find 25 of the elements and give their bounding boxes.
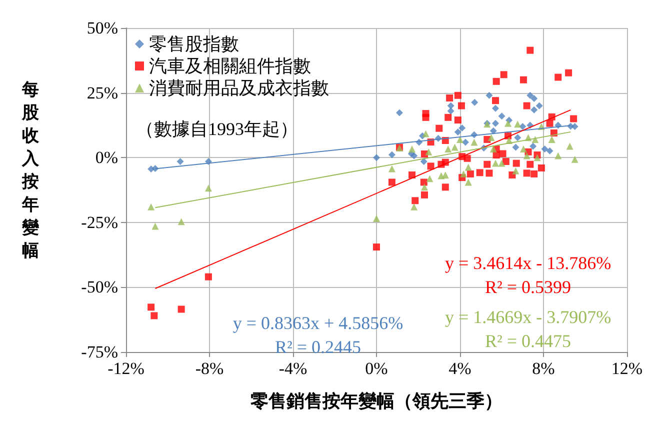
annotation: y = 3.4614x - 13.786% [444, 253, 612, 273]
legend-label: 零售股指數 [149, 34, 239, 54]
y-tick-label: 0% [95, 148, 118, 168]
y-tick-label: -25% [81, 212, 118, 232]
annotation: R² = 0.5399 [484, 277, 572, 297]
x-tick-label: 12% [611, 359, 643, 378]
x-axis-title: 零售銷售按年變幅（領先三季） [250, 391, 502, 411]
annotation: R² = 0.2445 [274, 337, 362, 357]
x-tick-label: -4% [278, 359, 308, 378]
annotation: R² = 0.4475 [484, 331, 572, 351]
y-tick-label: -50% [81, 278, 118, 297]
legend-label: 消費耐用品及成衣指數 [149, 78, 329, 98]
annotation: y = 1.4669x - 3.7907% [444, 307, 612, 327]
x-tick-label: 0% [365, 359, 388, 378]
annotation: （數據自1993年起） [136, 119, 298, 139]
y-tick-label: 50% [86, 18, 118, 38]
x-tick-label: 8% [532, 359, 555, 378]
y-tick-label: 25% [86, 83, 118, 102]
x-tick-label: -12% [108, 359, 144, 378]
annotation: y = 0.8363x + 4.5856% [232, 313, 404, 333]
x-tick-label: 4% [448, 359, 472, 378]
y-tick-label: -75% [81, 342, 118, 362]
x-tick-label: -8% [195, 359, 224, 378]
legend-label: 汽車及相關組件指數 [149, 56, 311, 76]
y-axis-title: 每股收入按年變幅 [21, 80, 40, 260]
